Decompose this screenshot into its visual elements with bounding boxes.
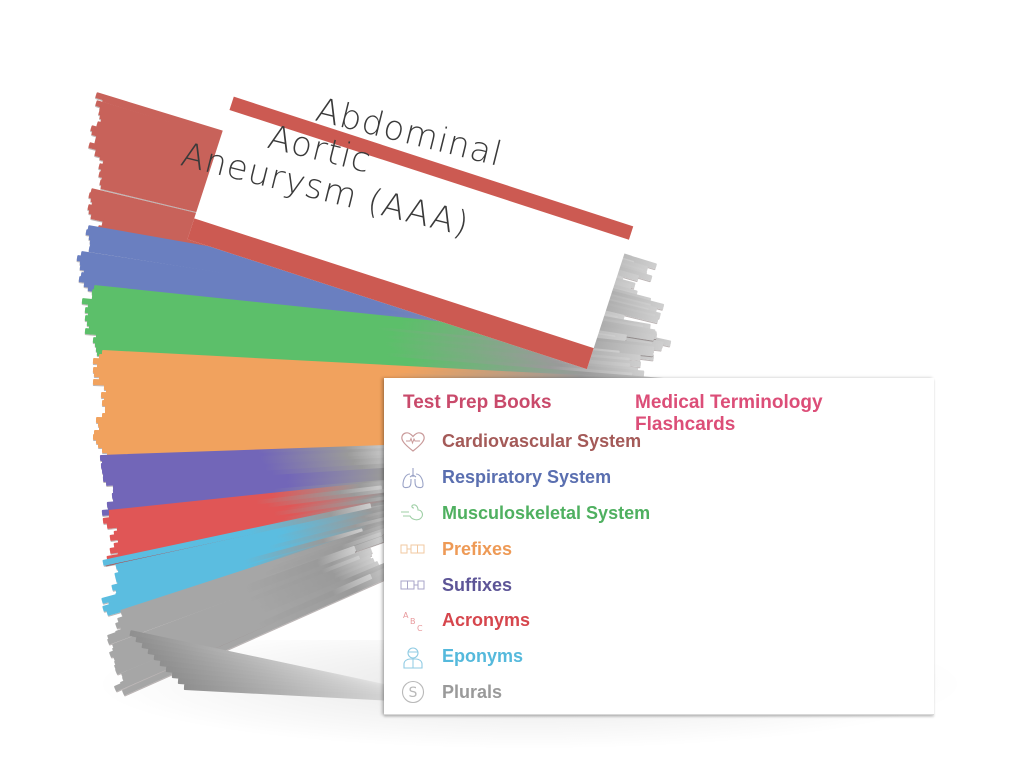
card-header: Test Prep Books Medical Terminology Flas… bbox=[403, 392, 926, 435]
category-musculoskeletal: Musculoskeletal System bbox=[398, 496, 650, 532]
suffix-blocks-icon bbox=[398, 572, 428, 598]
svg-text:A: A bbox=[403, 611, 409, 620]
category-cardiovascular: Cardiovascular System bbox=[398, 424, 650, 460]
category-label: Plurals bbox=[442, 681, 503, 702]
category-prefixes: Prefixes bbox=[398, 531, 650, 567]
letter-s-circle-icon: S bbox=[398, 679, 428, 705]
category-label: Respiratory System bbox=[442, 467, 612, 488]
category-label: Prefixes bbox=[442, 538, 513, 559]
category-label: Suffixes bbox=[442, 574, 513, 595]
heart-ecg-icon bbox=[398, 429, 428, 455]
product-title: Medical Terminology Flashcards bbox=[635, 392, 823, 435]
category-label: Cardiovascular System bbox=[442, 431, 642, 452]
brand-name: Test Prep Books bbox=[403, 392, 552, 413]
svg-text:S: S bbox=[409, 685, 418, 701]
lungs-icon bbox=[398, 465, 428, 491]
category-list: Cardiovascular System Respiratory System… bbox=[398, 424, 650, 710]
prefix-blocks-icon bbox=[398, 536, 428, 562]
category-label: Eponyms bbox=[442, 646, 524, 667]
svg-text:B: B bbox=[410, 617, 416, 626]
category-respiratory: Respiratory System bbox=[398, 460, 650, 496]
category-plurals: S Plurals bbox=[398, 675, 650, 711]
flexed-arm-icon bbox=[398, 500, 428, 526]
svg-text:C: C bbox=[417, 624, 423, 633]
category-label: Acronyms bbox=[442, 610, 531, 631]
category-label: Musculoskeletal System bbox=[442, 502, 651, 523]
category-suffixes: Suffixes bbox=[398, 567, 650, 603]
person-icon bbox=[398, 644, 428, 670]
category-eponyms: Eponyms bbox=[398, 639, 650, 675]
front-flashcard: Test Prep Books Medical Terminology Flas… bbox=[384, 378, 934, 715]
